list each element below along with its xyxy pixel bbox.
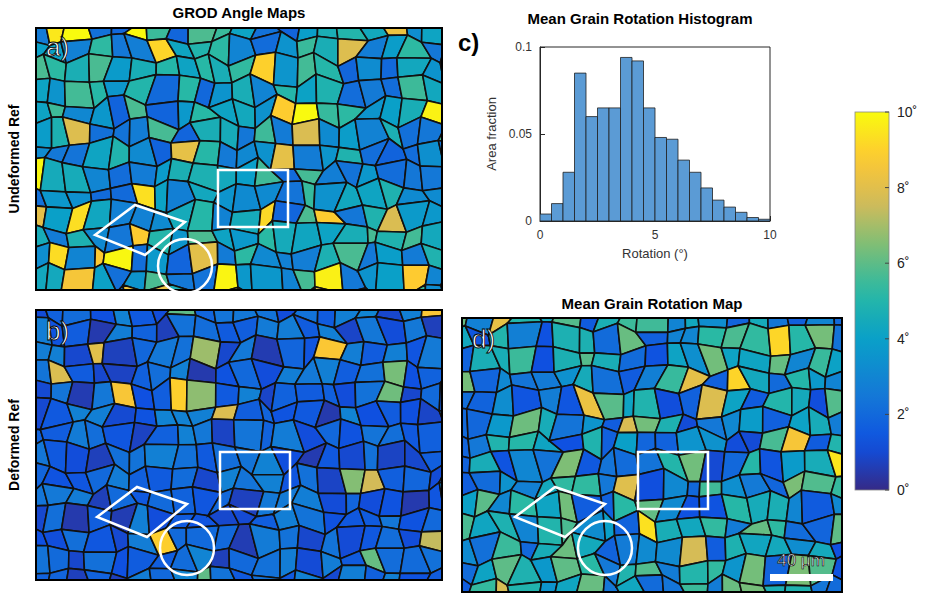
svg-text:Undeformed Ref: Undeformed Ref: [6, 104, 22, 213]
svg-text:8˚: 8˚: [897, 180, 909, 196]
svg-text:2˚: 2˚: [897, 406, 909, 422]
svg-text:10: 10: [763, 228, 777, 242]
svg-text:0: 0: [525, 214, 532, 228]
svg-text:0.1: 0.1: [515, 40, 532, 54]
svg-text:d): d): [472, 324, 495, 354]
svg-text:0: 0: [537, 228, 544, 242]
svg-text:0.05: 0.05: [509, 127, 533, 141]
svg-text:Rotation (°): Rotation (°): [622, 246, 688, 261]
svg-text:5: 5: [652, 228, 659, 242]
svg-text:b): b): [46, 316, 69, 346]
svg-text:Area fraction: Area fraction: [484, 97, 499, 171]
svg-text:c): c): [458, 29, 479, 56]
svg-text:Mean Grain Rotation Histogram: Mean Grain Rotation Histogram: [527, 10, 752, 27]
svg-text:GROD Angle Maps: GROD Angle Maps: [173, 4, 306, 21]
svg-text:10˚: 10˚: [897, 104, 917, 120]
svg-text:Mean Grain Rotation Map: Mean Grain Rotation Map: [562, 295, 743, 312]
svg-text:6˚: 6˚: [897, 255, 909, 271]
svg-text:0˚: 0˚: [897, 482, 909, 498]
svg-text:a): a): [46, 32, 69, 62]
svg-text:Deformed Ref: Deformed Ref: [6, 399, 22, 491]
svg-text:40 μm: 40 μm: [777, 551, 825, 570]
svg-text:4˚: 4˚: [897, 331, 909, 347]
